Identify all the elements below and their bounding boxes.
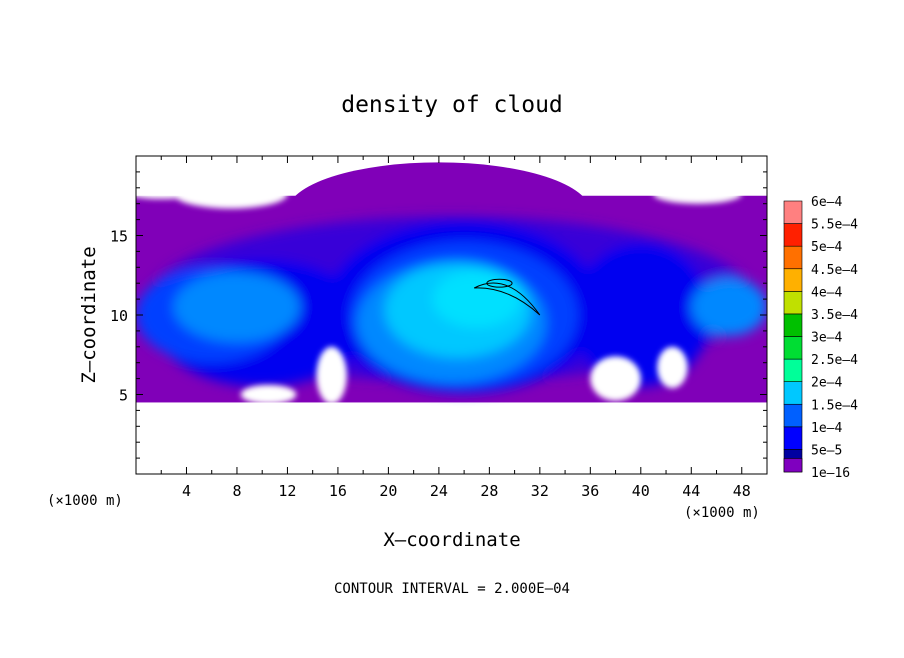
left-vortex bbox=[173, 272, 301, 343]
x-tick-label: 28 bbox=[480, 482, 498, 500]
colorbar-swatch bbox=[783, 426, 803, 450]
colorbar-label: 4.5e–4 bbox=[811, 263, 858, 278]
x-tick-label: 8 bbox=[232, 482, 241, 500]
clear-gap-6 bbox=[136, 183, 200, 199]
x-axis-label: X–coordinate bbox=[383, 529, 520, 551]
y-axis: 5 10 15 bbox=[110, 171, 767, 459]
colorbar: 1e–16 5e–5 1e–4 1.5e–4 2e–4 2.5e–4 3e–4 3.5e–4 4… bbox=[783, 195, 858, 481]
colorbar-label: 6e–4 bbox=[811, 195, 842, 210]
colorbar-label: 1.5e–4 bbox=[811, 398, 858, 413]
clear-gap-3 bbox=[657, 346, 688, 389]
x-tick-label: 4 bbox=[182, 482, 191, 500]
clear-gap-1 bbox=[316, 346, 347, 405]
shade-band-right bbox=[571, 243, 711, 387]
colorbar-swatch-lowest bbox=[783, 458, 803, 473]
x-tick-label: 20 bbox=[379, 482, 397, 500]
contour-line bbox=[473, 282, 541, 316]
clear-gap-5 bbox=[240, 384, 297, 405]
clear-air bbox=[136, 179, 742, 405]
colorbar-swatch bbox=[783, 200, 803, 224]
colorbar-label: 4e–4 bbox=[811, 285, 842, 300]
density-field bbox=[136, 162, 767, 405]
contour-interval-note: CONTOUR INTERVAL = 2.000E–04 bbox=[334, 581, 570, 597]
y-tick-label: 10 bbox=[110, 307, 128, 325]
colorbar-swatch bbox=[783, 245, 803, 270]
x-tick-label: 36 bbox=[581, 482, 599, 500]
right-cell bbox=[691, 278, 767, 336]
colorbar-label: 5e–4 bbox=[811, 240, 842, 255]
clear-gap-4 bbox=[653, 184, 742, 204]
colorbar-swatch bbox=[783, 358, 803, 382]
colorbar-label: 3.5e–4 bbox=[811, 308, 858, 323]
colorbar-label: 1e–4 bbox=[811, 421, 842, 436]
colorbar-swatch bbox=[783, 313, 803, 337]
x-unit-left: (×1000 m) bbox=[47, 493, 123, 509]
clear-gap-2 bbox=[590, 356, 641, 401]
colorbar-label: 2e–4 bbox=[811, 376, 842, 391]
colorbar-swatch bbox=[783, 268, 803, 292]
x-tick-label: 48 bbox=[733, 482, 751, 500]
x-unit-right: (×1000 m) bbox=[684, 505, 760, 521]
colorbar-label: 1e–16 bbox=[811, 466, 850, 481]
colorbar-label: 2.5e–4 bbox=[811, 353, 858, 368]
colorbar-swatch bbox=[783, 336, 803, 360]
colorbar-swatch bbox=[783, 381, 803, 405]
x-tick-label: 16 bbox=[329, 482, 347, 500]
colorbar-label: 3e–4 bbox=[811, 331, 842, 346]
y-tick-label: 15 bbox=[110, 228, 128, 246]
contour-line-small bbox=[486, 278, 513, 288]
x-axis: 4 8 12 16 20 24 28 32 36 40 44 48 bbox=[160, 156, 751, 500]
x-tick-label: 40 bbox=[632, 482, 650, 500]
colorbar-label: 5.5e–4 bbox=[811, 218, 858, 233]
colorbar-swatch bbox=[783, 223, 803, 247]
y-tick-label: 5 bbox=[119, 387, 128, 405]
x-tick-label: 24 bbox=[430, 482, 448, 500]
x-tick-label: 32 bbox=[531, 482, 549, 500]
x-tick-label: 44 bbox=[682, 482, 700, 500]
main-cell-peak bbox=[432, 270, 521, 328]
colorbar-label: 5e–5 bbox=[811, 443, 842, 458]
colorbar-swatch bbox=[783, 291, 803, 315]
colorbar-swatch bbox=[783, 403, 803, 428]
x-tick-label: 12 bbox=[278, 482, 296, 500]
clear-gap-0 bbox=[173, 179, 288, 209]
chart-title: density of cloud bbox=[341, 92, 563, 118]
y-axis-label: Z–coordinate bbox=[78, 246, 100, 383]
